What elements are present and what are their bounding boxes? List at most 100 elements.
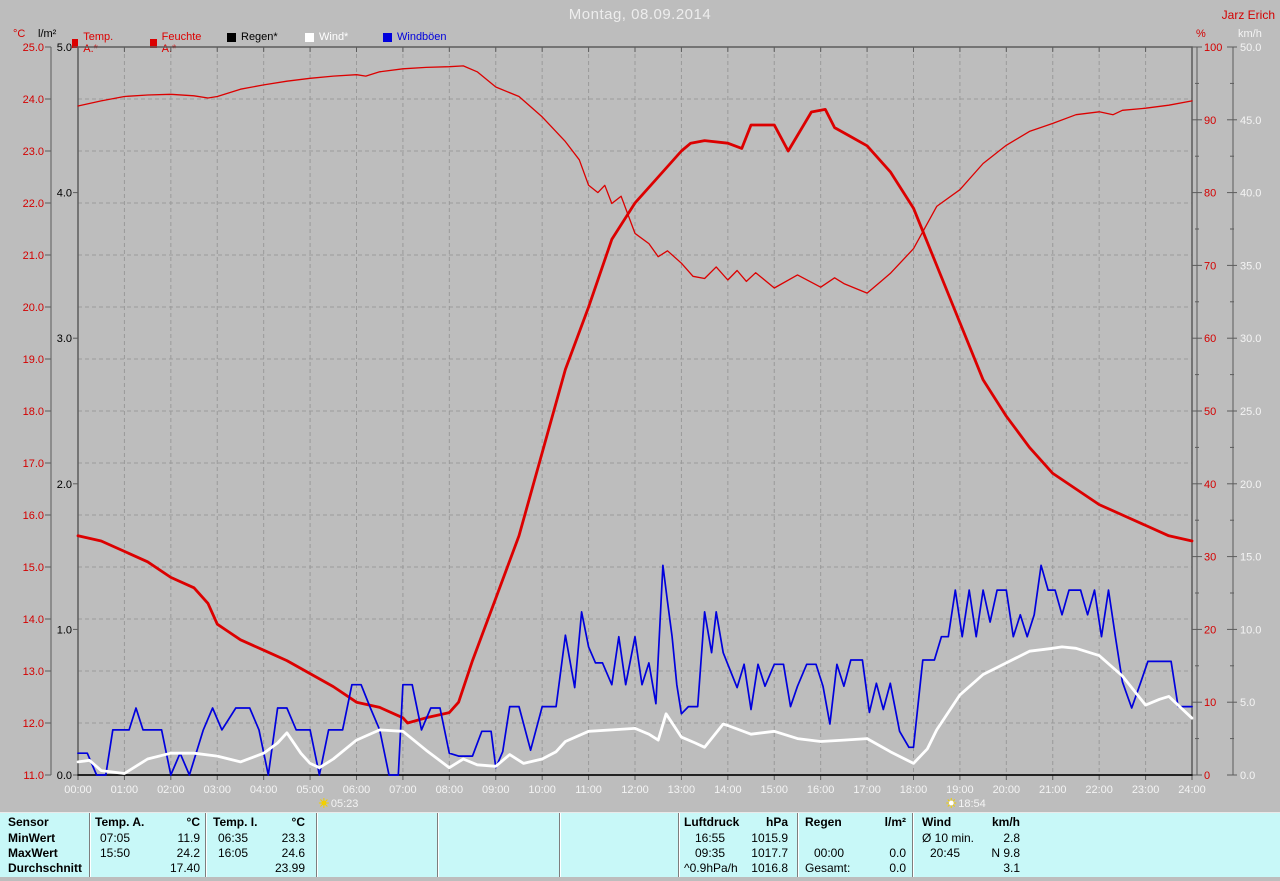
- sensor-name: Temp. A.: [95, 815, 145, 829]
- humidity-axis-tick-label: 100: [1204, 42, 1222, 54]
- max-value: 24.2: [176, 845, 200, 860]
- sensor-unit: km/h: [991, 815, 1020, 829]
- temp-axis-tick-label: 11.0: [23, 770, 44, 782]
- temp-axis-tick-label: 12.0: [23, 718, 44, 730]
- temp-axis-tick-label: 21.0: [23, 250, 44, 262]
- legend-item-wind: Wind*: [305, 31, 348, 43]
- max-time: 16:05: [218, 845, 249, 860]
- humidity-axis-unit: %: [1196, 28, 1206, 40]
- x-axis-tick-label: 19:00: [946, 784, 974, 796]
- x-axis-tick-label: 24:00: [1178, 784, 1206, 796]
- x-axis-tick-label: 08:00: [436, 784, 464, 796]
- temp-axis-tick-label: 19.0: [23, 354, 44, 366]
- rain-axis-tick-label: 2.0: [57, 479, 72, 491]
- x-axis-tick-label: 10:00: [528, 784, 556, 796]
- min-value: 2.8: [1003, 830, 1020, 845]
- min-value: 23.3: [281, 830, 305, 845]
- table-row-label: MaxWert: [8, 845, 58, 860]
- max-time: 00:00: [814, 845, 845, 860]
- max-time: 20:45: [930, 845, 961, 860]
- table-row-label: MinWert: [8, 830, 56, 845]
- table-column-divider: [316, 813, 317, 878]
- temp-axis-tick-label: 15.0: [23, 562, 44, 574]
- x-axis-tick-label: 06:00: [343, 784, 371, 796]
- wind-axis-tick-label: 45.0: [1240, 115, 1261, 127]
- wind-swatch-icon: [305, 32, 314, 42]
- wind-axis-tick-label: 20.0: [1240, 479, 1261, 491]
- rain-swatch-icon: [227, 32, 236, 42]
- x-axis-tick-label: 01:00: [111, 784, 139, 796]
- x-axis-tick-label: 12:00: [621, 784, 649, 796]
- windböen-series-line: [77, 564, 1193, 776]
- x-axis-tick-label: 16:00: [807, 784, 835, 796]
- rain-axis-tick-label: 3.0: [57, 333, 72, 345]
- table-row-label: Durchschnitt: [8, 860, 83, 875]
- temp-axis-tick-label: 17.0: [23, 458, 44, 470]
- wind-axis-tick-label: 50.0: [1240, 42, 1261, 54]
- feuchte-a--series-line: [77, 65, 1193, 294]
- humidity-axis-tick-label: 0: [1204, 770, 1210, 782]
- max-value: 24.6: [281, 845, 305, 860]
- table-column-divider: [437, 813, 438, 878]
- legend-item-humidity: Feuchte A.*: [150, 31, 204, 55]
- author-label: Jarz Erich: [1221, 8, 1275, 22]
- temp-axis-tick-label: 23.0: [23, 146, 44, 158]
- x-axis-tick-label: 02:00: [157, 784, 185, 796]
- legend-label: Regen*: [241, 31, 278, 43]
- table-column-divider: [678, 813, 679, 878]
- table-column-divider: [559, 813, 560, 878]
- temp-axis-tick-label: 13.0: [23, 666, 44, 678]
- temp-axis-tick-label: 20.0: [23, 302, 44, 314]
- table-column-divider: [797, 813, 798, 878]
- gusts-swatch-icon: [383, 32, 392, 42]
- sensor-unit: °C: [291, 815, 305, 829]
- wind-axis-tick-label: 5.0: [1240, 697, 1255, 709]
- x-axis-tick-label: 09:00: [482, 784, 510, 796]
- x-axis-tick-label: 03:00: [203, 784, 231, 796]
- avg-value: 0.0: [889, 860, 906, 875]
- rain-axis-tick-label: 4.0: [57, 188, 72, 200]
- legend-label: Temp. A.*: [83, 31, 114, 55]
- avg-value: 17.40: [169, 860, 200, 875]
- legend-label: Windböen: [397, 31, 447, 43]
- humidity-axis-tick-label: 60: [1204, 333, 1216, 345]
- avg-value: 1016.8: [751, 860, 788, 875]
- temp-axis-tick-label: 24.0: [23, 94, 44, 106]
- sensor-unit: l/m²: [884, 815, 906, 829]
- humidity-axis-tick-label: 80: [1204, 188, 1216, 200]
- legend-item-rain: Regen*: [227, 31, 278, 43]
- table-column-divider: [912, 813, 913, 878]
- humidity-axis-tick-label: 70: [1204, 260, 1216, 272]
- avg-label: Gesamt:: [805, 860, 851, 875]
- wind-axis-tick-label: 40.0: [1240, 188, 1261, 200]
- humidity-axis-tick-label: 30: [1204, 552, 1216, 564]
- rain-axis-tick-label: 0.0: [57, 770, 72, 782]
- x-axis-tick-label: 17:00: [853, 784, 881, 796]
- legend-item-temp: Temp. A.*: [72, 31, 116, 55]
- wind-axis-tick-label: 25.0: [1240, 406, 1261, 418]
- humidity-axis-tick-label: 50: [1204, 406, 1216, 418]
- sunrise-time-label: 05:23: [331, 798, 359, 810]
- min-time: Ø 10 min.: [922, 830, 975, 845]
- sunset-time-label: 18:54: [958, 798, 986, 810]
- x-axis-tick-label: 21:00: [1039, 784, 1067, 796]
- x-axis-tick-label: 23:00: [1132, 784, 1160, 796]
- temp-axis-tick-label: 16.0: [23, 510, 44, 522]
- min-time: 06:35: [218, 830, 249, 845]
- sensor-name: Temp. I.: [213, 815, 258, 829]
- x-axis-tick-label: 11:00: [575, 784, 602, 796]
- temp-axis-unit: °C: [13, 28, 26, 40]
- legend-label: Feuchte A.*: [161, 31, 202, 55]
- wind-axis-tick-label: 10.0: [1240, 624, 1261, 636]
- sensor-name: Wind: [922, 815, 952, 829]
- sensor-unit: °C: [186, 815, 200, 829]
- wind-series-line: [76, 645, 1194, 775]
- table-row-label: Sensor: [8, 815, 49, 829]
- x-axis-tick-label: 05:00: [296, 784, 324, 796]
- statistics-panel: Sensor MinWert MaxWert Durchschnitt Temp. A.…: [0, 812, 1280, 878]
- chart-plot-area: 25.0 24.0 23.0 22.0 21.0 20.0 19.0 18.0 17.0 16.0…: [23, 42, 1262, 810]
- wind-axis-tick-label: 0.0: [1240, 770, 1255, 782]
- humidity-swatch-icon: [150, 38, 157, 48]
- wind-axis-tick-label: 30.0: [1240, 333, 1261, 345]
